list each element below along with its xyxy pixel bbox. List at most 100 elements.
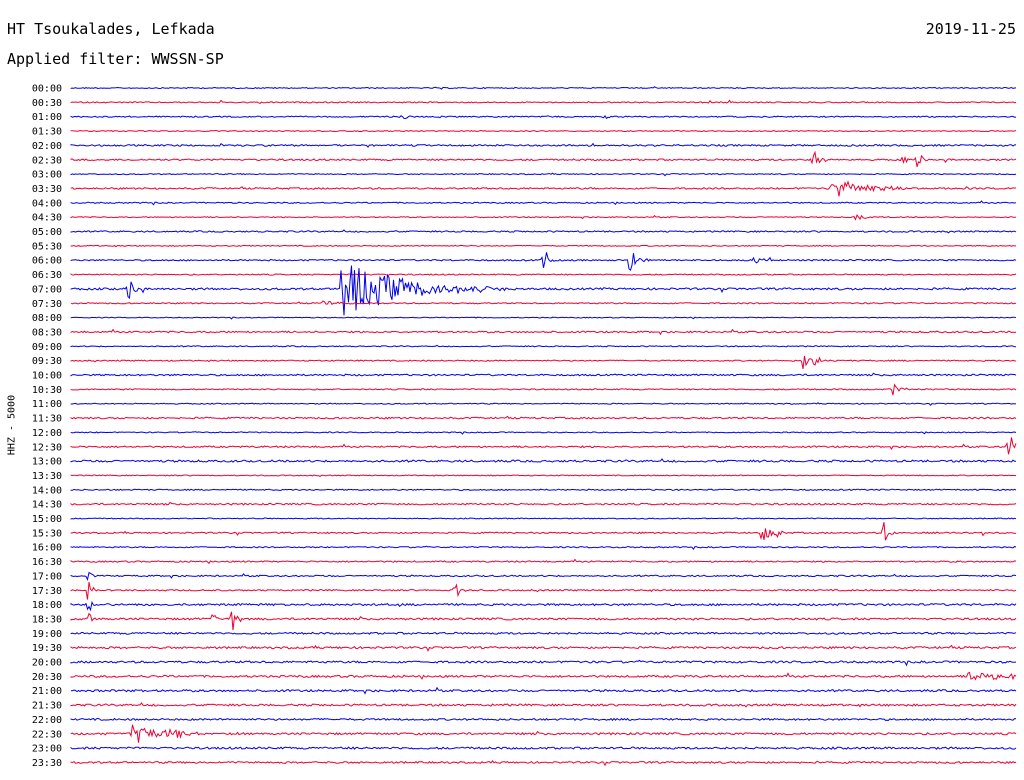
time-label: 17:00 (32, 571, 62, 582)
trace-1800 (70, 600, 1017, 612)
time-label: 11:30 (32, 414, 62, 425)
trace-0630 (70, 273, 1017, 276)
time-label: 20:30 (32, 672, 62, 683)
trace-2200 (70, 717, 1017, 722)
time-label: 16:00 (32, 543, 62, 554)
time-label: 13:00 (32, 457, 62, 468)
time-label: 08:30 (32, 327, 62, 338)
time-label: 09:00 (32, 342, 62, 353)
trace-0900 (70, 344, 1017, 348)
time-label: 17:30 (32, 586, 62, 597)
trace-0130 (70, 129, 1017, 133)
time-label: 01:30 (32, 127, 62, 138)
trace-0200 (70, 142, 1017, 148)
time-label: 06:30 (32, 270, 62, 281)
trace-0730 (70, 300, 1017, 305)
trace-2000 (70, 659, 1017, 667)
time-label: 07:30 (32, 299, 62, 310)
time-label: 03:00 (32, 170, 62, 181)
time-label: 00:00 (32, 84, 62, 95)
trace-2130 (70, 702, 1017, 708)
plot-date: 2019-11-25 (925, 20, 1016, 38)
time-label: 22:30 (32, 729, 62, 740)
filter-label: Applied filter: WWSSN-SP (7, 50, 224, 68)
time-label: 19:30 (32, 643, 62, 654)
trace-0830 (70, 328, 1017, 336)
time-label: 07:00 (32, 284, 62, 295)
trace-0930 (70, 355, 1017, 369)
trace-0330 (70, 180, 1017, 197)
trace-0600 (70, 252, 1017, 271)
time-label: 05:00 (32, 227, 62, 238)
time-label: 16:30 (32, 557, 62, 568)
trace-2330 (70, 759, 1017, 767)
time-label: 11:00 (32, 399, 62, 410)
time-label: 00:30 (32, 98, 62, 109)
time-label: 14:00 (32, 485, 62, 496)
time-label: 01:00 (32, 112, 62, 123)
trace-1300 (70, 458, 1017, 463)
trace-0500 (70, 229, 1017, 234)
trace-0300 (70, 172, 1017, 177)
station-title: HT Tsoukalades, Lefkada (7, 20, 215, 38)
seismic-traces (70, 86, 1017, 767)
trace-1930 (70, 644, 1017, 652)
trace-2230 (70, 724, 1017, 743)
time-label: 10:00 (32, 371, 62, 382)
trace-1400 (70, 488, 1017, 492)
trace-0100 (70, 115, 1017, 120)
trace-0800 (70, 316, 1017, 320)
trace-1830 (70, 611, 1017, 631)
time-label: 05:30 (32, 241, 62, 252)
time-label: 21:00 (32, 686, 62, 697)
trace-0700 (70, 265, 1017, 316)
time-label: 09:30 (32, 356, 62, 367)
time-labels: 00:00 00:30 01:00 01:30 02:00 02:30 03:00 03:30… (32, 84, 62, 769)
trace-1130 (70, 415, 1017, 420)
trace-2100 (71, 686, 1017, 695)
trace-1630 (70, 558, 1017, 565)
time-label: 22:00 (32, 715, 62, 726)
trace-1730 (70, 581, 1017, 600)
time-label: 15:00 (32, 514, 62, 525)
trace-0030 (70, 99, 1017, 104)
time-label: 13:30 (32, 471, 62, 482)
trace-1600 (70, 545, 1017, 550)
time-label: 03:30 (32, 184, 62, 195)
time-label: 23:30 (32, 758, 62, 769)
trace-1330 (70, 474, 1017, 477)
time-label: 02:30 (32, 155, 62, 166)
time-label: 14:30 (32, 500, 62, 511)
trace-1100 (70, 402, 1017, 406)
trace-1900 (70, 631, 1017, 635)
time-label: 02:00 (32, 141, 62, 152)
time-label: 18:00 (32, 600, 62, 611)
time-label: 08:00 (32, 313, 62, 324)
trace-1000 (70, 372, 1017, 377)
trace-2030 (70, 671, 1017, 681)
time-label: 20:00 (32, 658, 62, 669)
trace-1430 (70, 501, 1017, 506)
trace-1700 (70, 571, 1017, 582)
trace-0000 (70, 86, 1017, 90)
time-label: 12:30 (32, 442, 62, 453)
time-label: 06:00 (32, 256, 62, 267)
time-label: 18:30 (32, 614, 62, 625)
trace-1230 (70, 437, 1017, 455)
trace-2300 (70, 746, 1017, 750)
time-label: 23:00 (32, 744, 62, 755)
time-label: 04:00 (32, 198, 62, 209)
time-label: 19:00 (32, 629, 62, 640)
time-label: 21:30 (32, 701, 62, 712)
trace-1200 (70, 431, 1017, 435)
trace-0430 (70, 214, 1016, 221)
trace-0400 (70, 200, 1017, 206)
time-label: 04:30 (32, 213, 62, 224)
trace-0230 (70, 150, 1017, 167)
time-label: 10:30 (32, 385, 62, 396)
trace-1030 (70, 383, 1017, 396)
time-label: 12:00 (32, 428, 62, 439)
trace-1530 (70, 522, 1017, 541)
trace-0530 (70, 244, 1016, 248)
